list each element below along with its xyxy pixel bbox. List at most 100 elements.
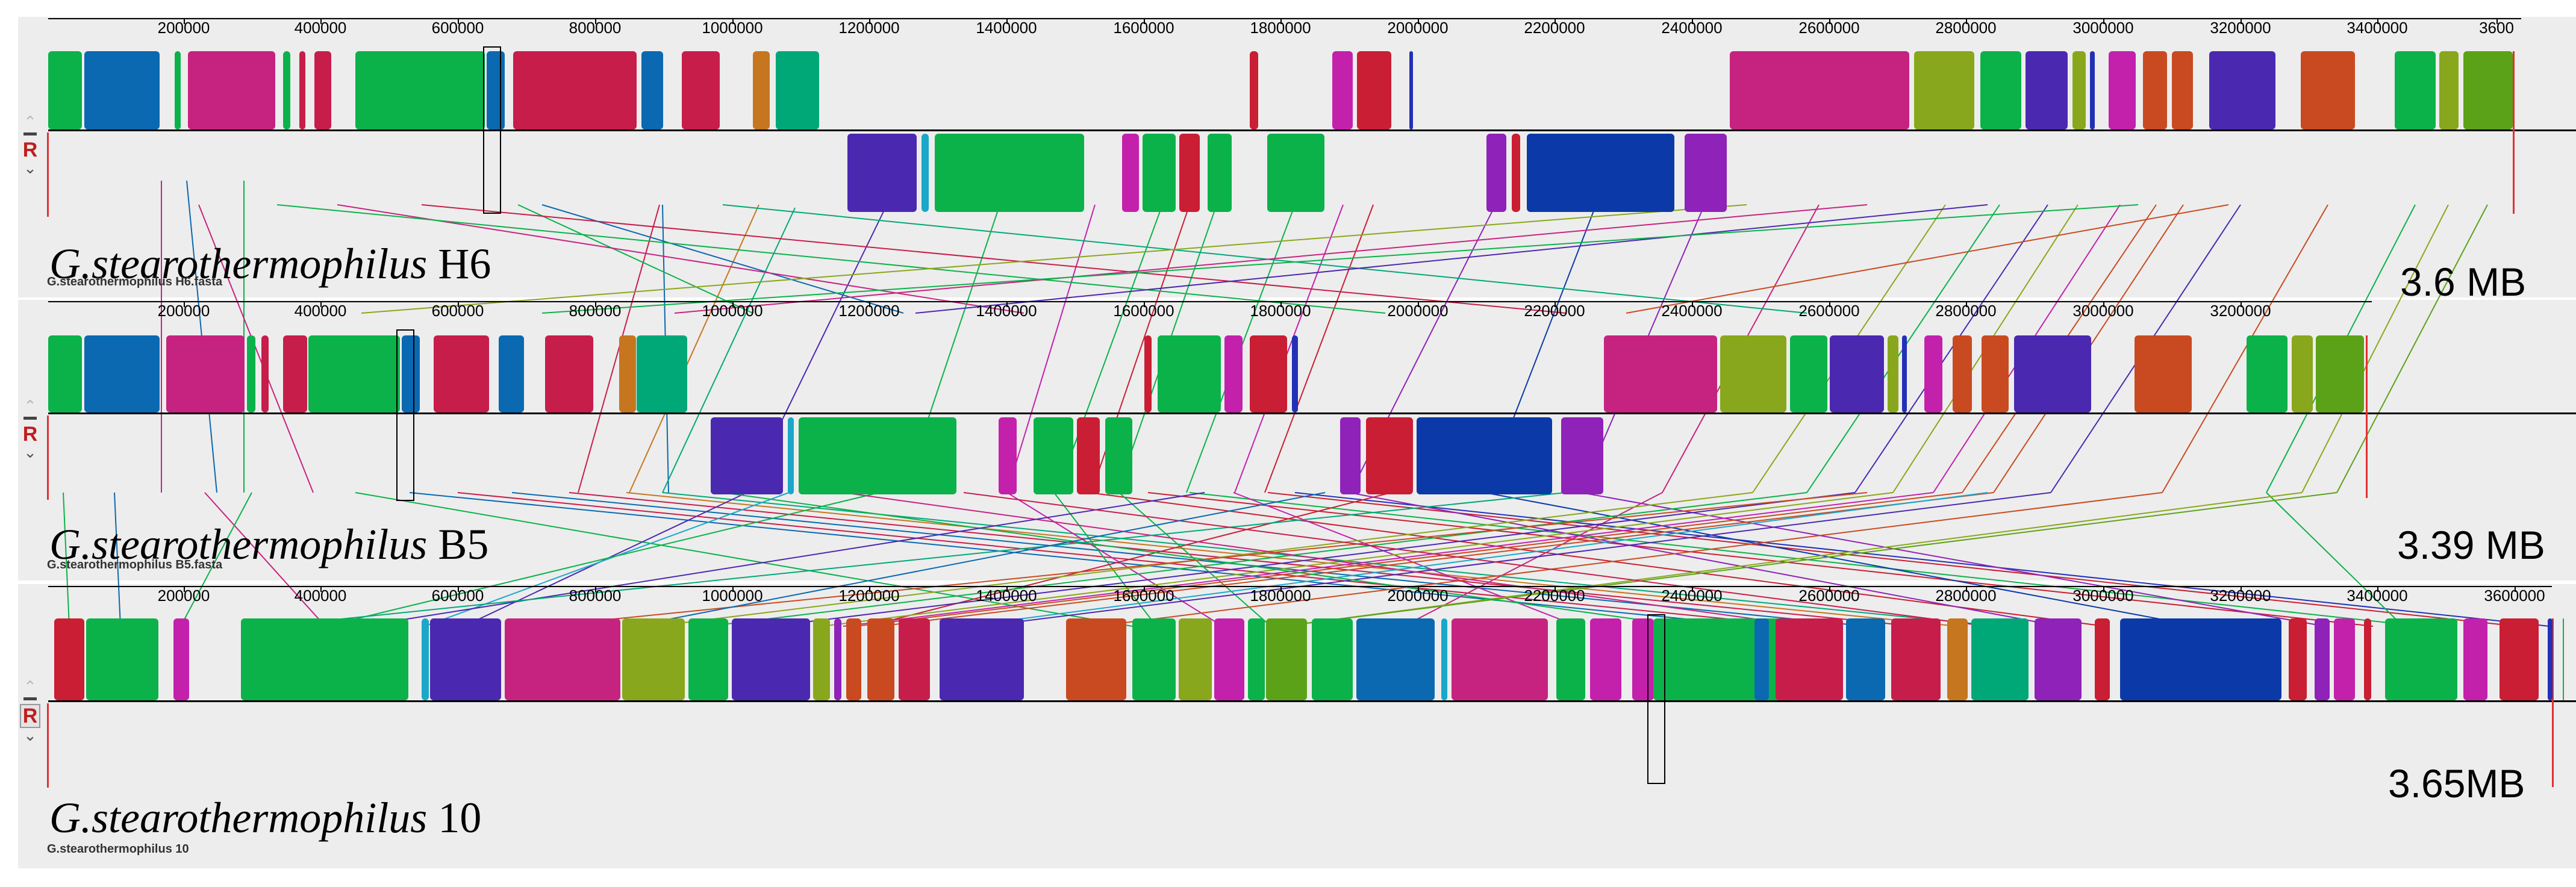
lcb-block-forward[interactable] (1132, 618, 1176, 700)
selected-region-outline[interactable] (483, 46, 501, 214)
lcb-block-forward[interactable] (1250, 51, 1258, 129)
lcb-block-forward[interactable] (2090, 51, 2095, 129)
lcb-block-forward[interactable] (2135, 335, 2192, 412)
lcb-block-forward[interactable] (2014, 335, 2091, 412)
lcb-block-forward[interactable] (2548, 618, 2553, 700)
lcb-block-forward[interactable] (1292, 335, 1298, 412)
lcb-block-reverse[interactable] (1034, 417, 1073, 494)
lcb-block-forward[interactable] (188, 51, 275, 129)
lcb-block-reverse[interactable] (999, 417, 1017, 494)
lcb-block-forward[interactable] (513, 51, 637, 129)
lcb-block-reverse[interactable] (1417, 417, 1552, 494)
move-track-down-icon[interactable]: ⌄ (23, 726, 37, 744)
lcb-block-forward[interactable] (1357, 51, 1391, 129)
lcb-block-forward[interactable] (637, 335, 687, 412)
lcb-block-forward[interactable] (1356, 618, 1435, 700)
lcb-block-forward[interactable] (1441, 618, 1447, 700)
lcb-block-reverse[interactable] (1179, 134, 1200, 212)
lcb-block-forward[interactable] (846, 618, 861, 700)
lcb-block-forward[interactable] (2463, 51, 2513, 129)
lcb-block-reverse[interactable] (1527, 134, 1674, 212)
lcb-block-forward[interactable] (283, 335, 307, 412)
lcb-block-forward[interactable] (86, 618, 158, 700)
lcb-block-forward[interactable] (732, 618, 810, 700)
lcb-block-forward[interactable] (813, 618, 830, 700)
lcb-block-forward[interactable] (622, 618, 685, 700)
lcb-block-forward[interactable] (1066, 618, 1126, 700)
lcb-block-forward[interactable] (2026, 51, 2068, 129)
lcb-block-forward[interactable] (1248, 618, 1265, 700)
lcb-block-forward[interactable] (1888, 335, 1898, 412)
lcb-block-reverse[interactable] (922, 134, 929, 212)
lcb-block-forward[interactable] (1590, 618, 1621, 700)
lcb-block-forward[interactable] (54, 618, 84, 700)
lcb-block-forward[interactable] (1754, 618, 1769, 700)
move-track-up-icon[interactable]: ⌃ (23, 397, 37, 415)
lcb-block-forward[interactable] (1556, 618, 1585, 700)
lcb-block-forward[interactable] (1730, 51, 1909, 129)
lcb-block-forward[interactable] (487, 51, 505, 129)
lcb-block-forward[interactable] (2072, 51, 2086, 129)
lcb-block-forward[interactable] (2385, 618, 2457, 700)
lcb-block-forward[interactable] (545, 335, 593, 412)
lcb-block-forward[interactable] (753, 51, 770, 129)
lcb-block-reverse[interactable] (1122, 134, 1139, 212)
lcb-block-forward[interactable] (2247, 335, 2288, 412)
lcb-block-forward[interactable] (2563, 618, 2564, 700)
lcb-block-reverse[interactable] (711, 417, 783, 494)
lcb-block-forward[interactable] (173, 618, 189, 700)
lcb-block-forward[interactable] (682, 51, 720, 129)
move-track-down-icon[interactable]: ⌄ (23, 159, 37, 177)
lcb-block-forward[interactable] (2500, 618, 2539, 700)
lcb-block-forward[interactable] (175, 51, 181, 129)
minimize-icon[interactable] (23, 132, 37, 135)
lcb-block-reverse[interactable] (1267, 134, 1324, 212)
lcb-block-forward[interactable] (2289, 618, 2307, 700)
selected-region-outline[interactable] (396, 329, 414, 501)
reverse-complement-button[interactable]: R (22, 138, 38, 161)
lcb-block-forward[interactable] (1924, 335, 1942, 412)
lcb-block-forward[interactable] (499, 335, 524, 412)
lcb-block-forward[interactable] (2172, 51, 2193, 129)
lcb-block-forward[interactable] (299, 51, 305, 129)
lcb-block-forward[interactable] (1982, 335, 2009, 412)
lcb-block-forward[interactable] (2143, 51, 2167, 129)
lcb-block-forward[interactable] (1452, 618, 1548, 700)
lcb-block-reverse[interactable] (1685, 134, 1727, 212)
lcb-block-forward[interactable] (2463, 618, 2487, 700)
lcb-block-forward[interactable] (1144, 335, 1152, 412)
lcb-block-forward[interactable] (1250, 335, 1287, 412)
lcb-block-forward[interactable] (776, 51, 819, 129)
lcb-block-forward[interactable] (84, 335, 160, 412)
lcb-block-forward[interactable] (402, 335, 420, 412)
lcb-block-forward[interactable] (641, 51, 663, 129)
lcb-block-forward[interactable] (1846, 618, 1885, 700)
lcb-block-forward[interactable] (308, 335, 400, 412)
move-track-up-icon[interactable]: ⌃ (23, 677, 37, 696)
lcb-block-forward[interactable] (1214, 618, 1244, 700)
lcb-block-forward[interactable] (2109, 51, 2136, 129)
lcb-block-forward[interactable] (84, 51, 160, 129)
lcb-block-forward[interactable] (1632, 618, 1654, 700)
lcb-block-forward[interactable] (283, 51, 290, 129)
lcb-block-forward[interactable] (1409, 51, 1413, 129)
lcb-block-forward[interactable] (1266, 618, 1307, 700)
lcb-block-forward[interactable] (1158, 335, 1221, 412)
lcb-block-forward[interactable] (1953, 335, 1972, 412)
lcb-block-reverse[interactable] (1105, 417, 1132, 494)
move-track-down-icon[interactable]: ⌄ (23, 443, 37, 461)
lcb-block-forward[interactable] (940, 618, 1024, 700)
lcb-block-forward[interactable] (1790, 335, 1827, 412)
lcb-block-forward[interactable] (1971, 618, 2029, 700)
lcb-block-forward[interactable] (1902, 335, 1907, 412)
lcb-block-forward[interactable] (1830, 335, 1884, 412)
lcb-block-reverse[interactable] (1077, 417, 1100, 494)
move-track-up-icon[interactable]: ⌃ (23, 113, 37, 131)
lcb-block-reverse[interactable] (1340, 417, 1361, 494)
lcb-block-forward[interactable] (2035, 618, 2082, 700)
lcb-block-reverse[interactable] (847, 134, 917, 212)
lcb-block-forward[interactable] (1947, 618, 1968, 700)
lcb-block-forward[interactable] (1604, 335, 1717, 412)
lcb-block-forward[interactable] (2334, 618, 2355, 700)
lcb-block-forward[interactable] (1224, 335, 1243, 412)
